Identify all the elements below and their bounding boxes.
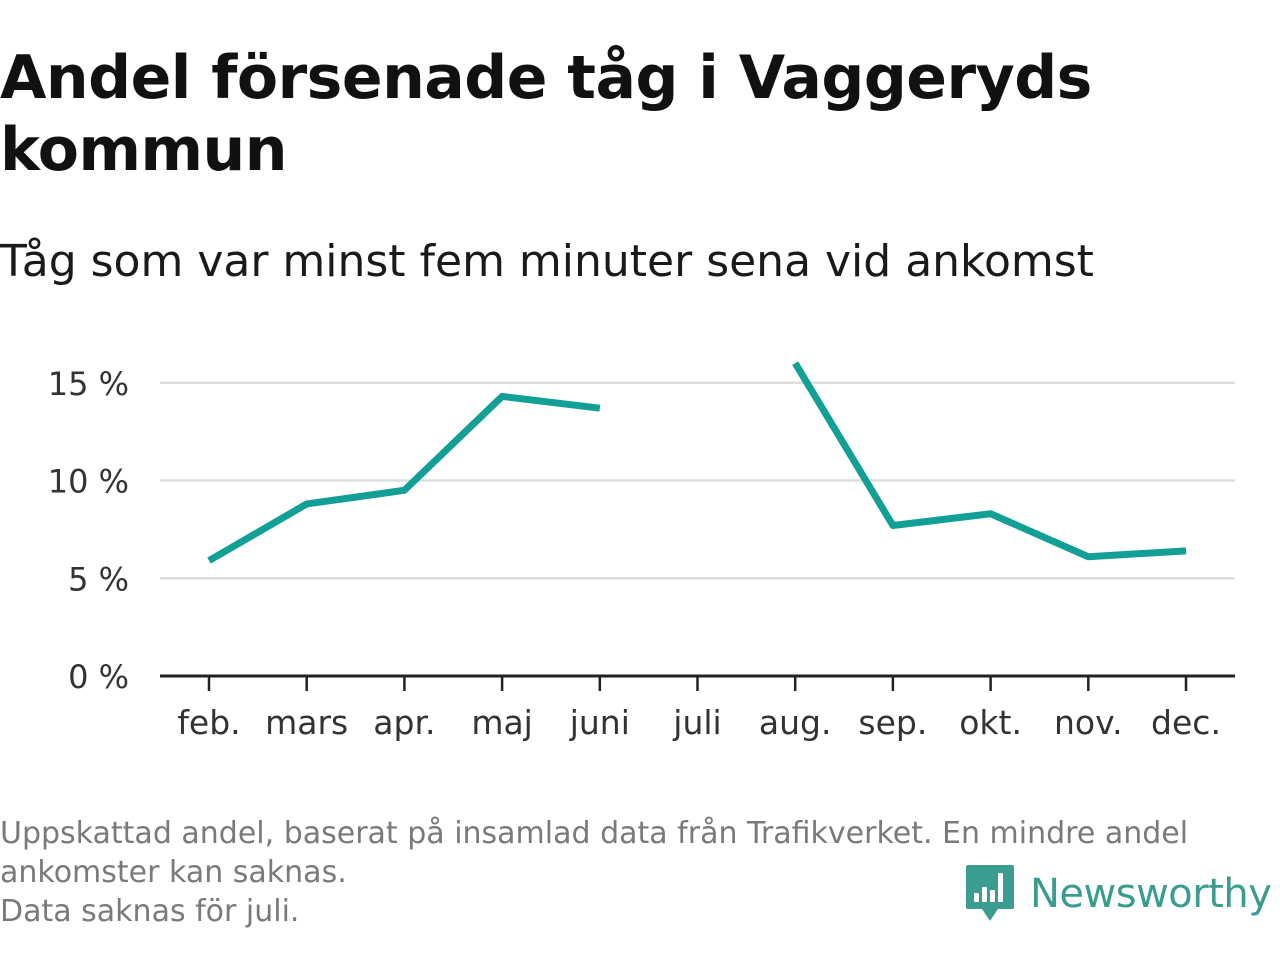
footnote: Uppskattad andel, baserat på insamlad da… — [0, 814, 1270, 931]
grid-lines — [160, 381, 1235, 580]
y-tick-label: 15 % — [48, 365, 129, 403]
x-tick-label: aug. — [759, 703, 832, 742]
x-tick-label: nov. — [1054, 703, 1123, 742]
x-tick-label: maj — [471, 703, 533, 742]
y-axis-tick-labels: 0 % 5 % 10 % 15 % — [48, 365, 129, 696]
series-line-segment — [207, 392, 601, 564]
chart-title: Andel försenade tåg i Vaggeryds kommun — [0, 43, 1092, 185]
x-tick-label: sep. — [858, 703, 927, 742]
x-tick-label: juli — [672, 703, 721, 742]
x-tick-label: dec. — [1151, 703, 1221, 742]
x-tick-label: mars — [265, 703, 348, 742]
footnote-line-3: Data saknas för juli. — [0, 894, 300, 929]
x-axis: feb. mars apr. maj juni juli aug. sep. okt. nov. d… — [160, 674, 1235, 742]
footnote-line-2: ankomster kan saknas. — [0, 855, 347, 890]
series-line-segment — [792, 361, 1187, 561]
y-tick-label: 10 % — [48, 463, 129, 501]
footnote-line-1: Uppskattad andel, baserat på insamlad da… — [0, 816, 1189, 851]
line-chart: 0 % 5 % 10 % 15 % feb. mars apr. maj juni juli au… — [48, 361, 1235, 742]
x-tick-label: apr. — [373, 703, 435, 742]
brand-logo: Newsworthy — [964, 862, 1272, 926]
x-tick-label: feb. — [177, 703, 240, 742]
x-tick-label: juni — [569, 703, 630, 742]
brand-name: Newsworthy — [1030, 871, 1272, 917]
y-tick-label: 5 % — [68, 560, 129, 598]
chart-subtitle: Tåg som var minst fem minuter sena vid a… — [0, 236, 1094, 287]
x-tick-label: okt. — [959, 703, 1022, 742]
y-tick-label: 0 % — [68, 658, 129, 696]
newsworthy-logo-icon — [966, 865, 1014, 921]
series-line — [207, 361, 1187, 564]
